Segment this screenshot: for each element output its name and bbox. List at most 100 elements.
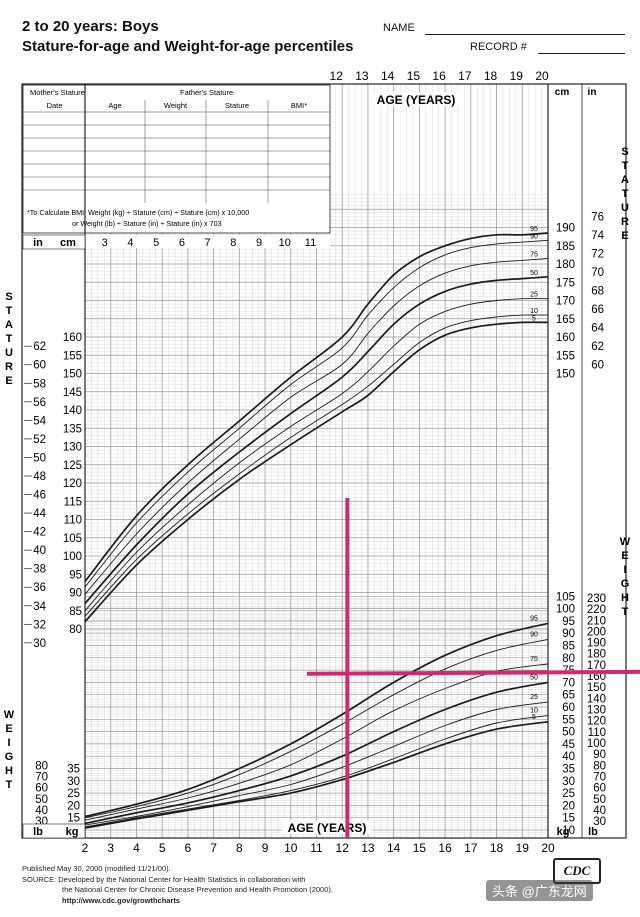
stature-in-tick: 46 bbox=[33, 490, 46, 502]
weight-lb-tick-right: 110 bbox=[588, 727, 606, 739]
weight-axis-title-right: I bbox=[623, 564, 626, 576]
page-subtitle: Stature-for-age and Weight-for-age perce… bbox=[22, 38, 354, 55]
weight-curve-p90 bbox=[84, 638, 549, 819]
weight-curve-p10 bbox=[84, 715, 549, 828]
bottom-age-tick: 10 bbox=[284, 841, 298, 855]
stature-axis-title-left: T bbox=[6, 333, 13, 345]
inset-age-tick: 5 bbox=[153, 237, 159, 249]
weight-kg-tick-right: 95 bbox=[562, 616, 575, 628]
weight-kg-tick-right: 45 bbox=[562, 739, 575, 751]
bottom-age-tick: 15 bbox=[413, 841, 427, 855]
source-url[interactable]: http://www.cdc.gov/growthcharts bbox=[62, 895, 181, 905]
bottom-age-tick: 8 bbox=[236, 841, 243, 855]
stature-axis-title-right: T bbox=[622, 188, 629, 200]
name-field[interactable] bbox=[425, 34, 625, 35]
bmi-note-2: or Weight (lb) ÷ Stature (in) ÷ Stature … bbox=[72, 219, 222, 228]
weight-lb-tick: 60 bbox=[35, 783, 48, 795]
stature-cm-tick: 120 bbox=[63, 478, 82, 490]
left-unit-box bbox=[22, 234, 86, 250]
inset-age-tick: 6 bbox=[179, 237, 185, 249]
weight-lb-tick-right: 130 bbox=[587, 705, 606, 717]
age-axis-title-top: AGE (YEARS) bbox=[377, 93, 456, 107]
record-field[interactable] bbox=[538, 53, 625, 54]
weight-lb-tick-right: 230 bbox=[587, 593, 606, 605]
bottom-age-tick: 20 bbox=[541, 841, 555, 855]
bottom-age-tick: 13 bbox=[361, 841, 375, 855]
weight-curve-p50 bbox=[84, 681, 549, 825]
weight-curve-label: 25 bbox=[530, 694, 538, 701]
stature-axis-title-left: E bbox=[5, 375, 12, 387]
unit-kg-label: kg bbox=[66, 826, 79, 838]
weight-curve-p95 bbox=[84, 622, 549, 818]
stature-cm-tick: 90 bbox=[69, 588, 82, 600]
weight-lb-tick-right: 30 bbox=[593, 816, 606, 828]
age-title-bg bbox=[370, 92, 462, 106]
stature-in-tick: 58 bbox=[33, 378, 46, 390]
name-label: NAME bbox=[383, 22, 415, 34]
info-table-box bbox=[22, 84, 331, 234]
stature-cm-tick: 160 bbox=[63, 332, 82, 344]
stature-curve-p95 bbox=[84, 232, 549, 583]
weight-axis-title-left: W bbox=[4, 709, 15, 721]
stature-axis-title-right: T bbox=[622, 160, 629, 172]
stature-cm-tick-right: 155 bbox=[556, 350, 575, 362]
stature-curve-label: 10 bbox=[530, 308, 538, 315]
weight-axis-title-right: H bbox=[621, 592, 629, 604]
stature-in-tick: 48 bbox=[33, 471, 46, 483]
stature-cm-tick: 110 bbox=[64, 515, 82, 527]
weight-kg-tick-right: 35 bbox=[562, 764, 575, 776]
inset-age-tick: 4 bbox=[127, 237, 133, 249]
stature-cm-tick-right: 185 bbox=[556, 241, 575, 253]
weight-lb-tick-right: 170 bbox=[587, 660, 606, 672]
weight-curve-p5 bbox=[84, 720, 549, 829]
stature-cm-tick: 100 bbox=[63, 551, 82, 563]
weight-lb-tick-right: 60 bbox=[593, 783, 606, 795]
stature-in-tick: 60 bbox=[33, 360, 46, 372]
bottom-age-tick: 12 bbox=[336, 841, 350, 855]
stature-in-tick-right: 64 bbox=[591, 323, 604, 335]
stature-axis-title-right: E bbox=[621, 230, 628, 242]
stature-in-tick: 36 bbox=[33, 582, 46, 594]
stature-cm-tick: 85 bbox=[69, 606, 82, 618]
stature-cm-tick: 140 bbox=[63, 405, 82, 417]
unit-cm-label-right: cm bbox=[555, 87, 570, 98]
mother-stature-label: Mother's Stature bbox=[30, 88, 85, 97]
stature-cm-tick-right: 165 bbox=[556, 314, 575, 326]
stature-in-tick: 38 bbox=[33, 564, 46, 576]
weight-kg-tick: 20 bbox=[67, 800, 80, 812]
stature-cm-tick-right: 150 bbox=[556, 369, 575, 381]
stature-axis-title-left: A bbox=[5, 319, 13, 331]
weight-curve-p75 bbox=[84, 663, 549, 821]
stature-in-tick-right: 66 bbox=[591, 304, 604, 316]
weight-kg-tick: 30 bbox=[67, 776, 80, 788]
weight-kg-tick-right: 40 bbox=[562, 751, 575, 763]
stature-cm-tick-right: 160 bbox=[556, 332, 575, 344]
weight-curve-label: 90 bbox=[530, 631, 538, 638]
stature-curve-p5 bbox=[84, 321, 549, 623]
stature-axis-title-left: S bbox=[5, 291, 12, 303]
weight-kg-tick-right: 70 bbox=[562, 677, 575, 689]
stature-cm-tick: 105 bbox=[63, 533, 82, 545]
weight-curve-label: 10 bbox=[530, 708, 538, 715]
stature-curve-p50 bbox=[84, 275, 549, 605]
stature-in-tick: 54 bbox=[33, 415, 46, 427]
stature-in-tick: 42 bbox=[33, 527, 46, 539]
father-stature-label: Father's Stature bbox=[180, 88, 233, 97]
weight-lb-tick-right: 90 bbox=[593, 749, 606, 761]
bottom-age-tick: 17 bbox=[464, 841, 478, 855]
weight-curve-p25 bbox=[84, 701, 549, 826]
stature-curve-label: 25 bbox=[530, 292, 538, 299]
stature-in-tick: 56 bbox=[33, 397, 46, 409]
weight-kg-tick-right: 50 bbox=[562, 727, 575, 739]
table-col-header: Stature bbox=[225, 101, 249, 110]
stature-axis-title-right: S bbox=[621, 146, 628, 158]
stature-in-tick: 50 bbox=[33, 452, 46, 464]
annotation-horizontal-line bbox=[306, 669, 640, 676]
inset-age-tick: 9 bbox=[256, 237, 262, 249]
stature-cm-tick: 135 bbox=[63, 423, 82, 435]
weight-kg-tick-right: 30 bbox=[562, 776, 575, 788]
bmi-note-1: *To Calculate BMI: Weight (kg) ÷ Stature… bbox=[27, 208, 249, 217]
stature-curve-p25 bbox=[84, 298, 549, 612]
footer: Published May 30, 2000 (modified 11/21/0… bbox=[22, 864, 333, 906]
inset-age-band bbox=[86, 235, 330, 248]
